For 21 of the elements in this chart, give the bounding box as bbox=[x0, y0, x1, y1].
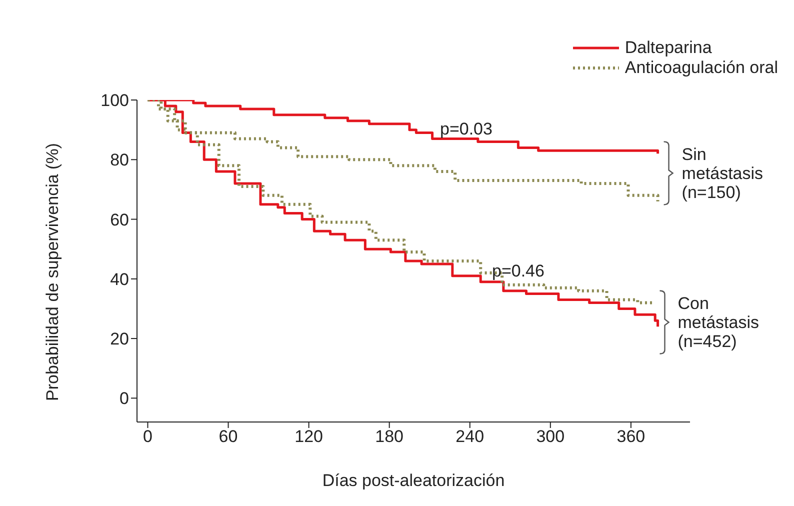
annotation: Sin metástasis (n=150) bbox=[682, 145, 764, 202]
y-tick-label: 40 bbox=[110, 270, 129, 289]
x-tick-label: 180 bbox=[375, 427, 404, 446]
annotation: p=0.03 bbox=[440, 119, 492, 138]
x-axis-title: Días post-aleatorización bbox=[322, 471, 505, 490]
x-tick-label: 120 bbox=[294, 427, 323, 446]
x-tick-label: 240 bbox=[456, 427, 484, 446]
y-tick-label: 0 bbox=[120, 389, 129, 408]
annotation: p=0.46 bbox=[492, 261, 544, 280]
y-axis-title: Probabilidad de supervivencia (%) bbox=[43, 143, 62, 401]
legend-label: Anticoagulación oral bbox=[624, 58, 778, 78]
y-tick-label: 80 bbox=[110, 150, 129, 170]
y-tick-label: 60 bbox=[110, 210, 129, 230]
x-tick-label: 300 bbox=[536, 427, 565, 446]
x-tick-label: 360 bbox=[616, 427, 646, 446]
y-tick-label: 20 bbox=[110, 330, 129, 349]
legend-label: Dalteparina bbox=[624, 38, 712, 58]
x-tick-label: 60 bbox=[218, 427, 238, 446]
y-tick-label: 100 bbox=[100, 91, 129, 110]
x-tick-label: 0 bbox=[143, 427, 152, 446]
annotation: Con metástasis (n=452) bbox=[678, 294, 760, 352]
